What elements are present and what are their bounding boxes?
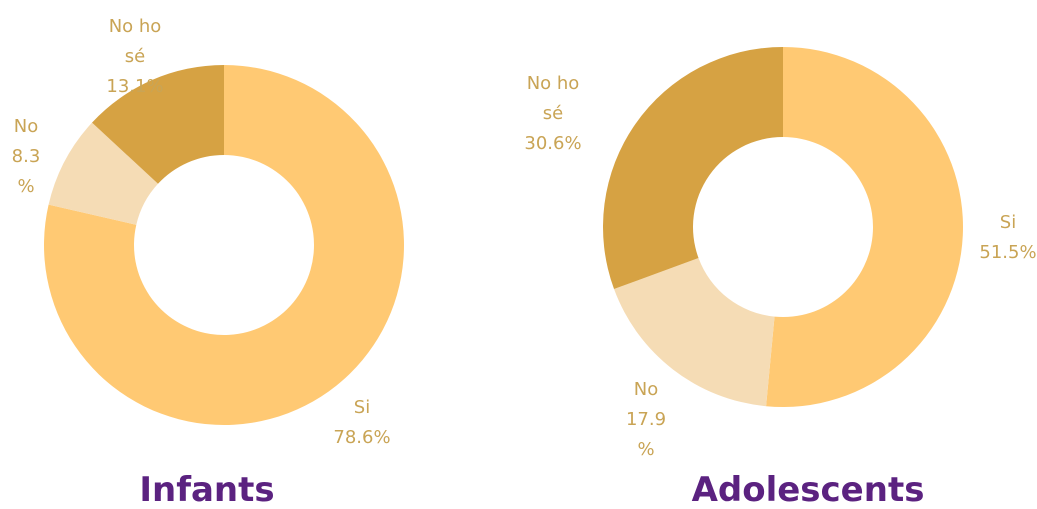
slice-label: No ho sé 30.6% [517, 69, 589, 159]
donut-slice [766, 47, 964, 407]
slice-category: Si [353, 397, 371, 418]
slice-category: No [13, 116, 39, 137]
slice-value: 30.6% [524, 133, 582, 154]
donut-slice [48, 122, 159, 225]
donut-slice [602, 47, 783, 290]
slice-value: 8.3 % [11, 146, 41, 197]
slice-value: 78.6% [333, 427, 391, 448]
slice-value: 17.9 % [625, 409, 667, 460]
slice-label: No 17.9 % [621, 375, 671, 465]
chart-title: Infants [139, 470, 275, 509]
slice-category: Si [999, 212, 1017, 233]
slice-label: Si 51.5% [968, 208, 1037, 268]
donut-slice [44, 65, 404, 425]
donut-slice [614, 258, 775, 407]
slice-category: No ho sé [526, 73, 580, 124]
slice-value: 13.1% [106, 76, 164, 97]
slice-label: No 8.3 % [6, 112, 46, 202]
slice-label: Si 78.6% [322, 393, 402, 453]
slice-value: 51.5% [979, 242, 1037, 263]
donut-slice [92, 65, 224, 184]
chart-title: Adolescents [691, 470, 925, 509]
slice-category: No [633, 379, 659, 400]
slice-category: No ho sé [108, 16, 162, 67]
slice-label: No ho sé 13.1% [99, 12, 171, 102]
